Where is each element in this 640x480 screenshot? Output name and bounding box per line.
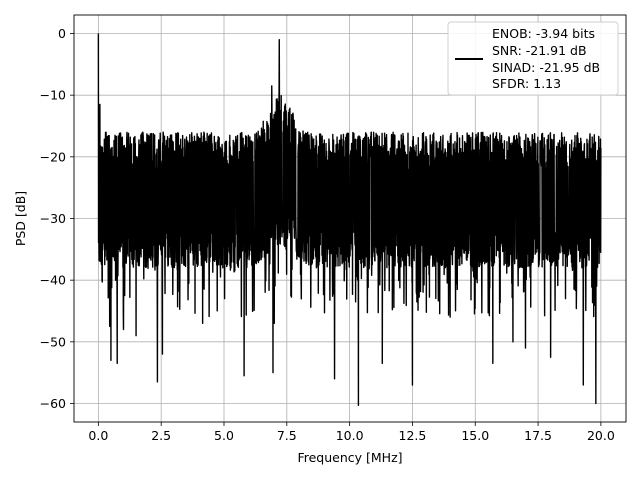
x-tick-label: 10.0 — [336, 428, 364, 443]
x-tick-label: 12.5 — [399, 428, 427, 443]
series-layer — [97, 33, 602, 407]
legend-sfdr: SFDR: 1.13 — [492, 76, 561, 91]
y-tick-label: −10 — [40, 88, 66, 103]
legend-enob: ENOB: -3.94 bits — [492, 26, 595, 41]
x-tick-label: 2.5 — [151, 428, 171, 443]
y-tick-label: 0 — [58, 26, 66, 41]
y-tick-label: −40 — [40, 273, 66, 288]
psd-series-line — [97, 33, 602, 407]
y-tick-label: −60 — [40, 396, 66, 411]
x-tick-label: 5.0 — [214, 428, 234, 443]
y-tick-label: −30 — [40, 211, 66, 226]
x-tick-label: 0.0 — [88, 428, 108, 443]
legend: ENOB: -3.94 bits SNR: -21.91 dB SINAD: -… — [447, 21, 619, 96]
x-axis-label: Frequency [MHz] — [297, 450, 402, 465]
legend-sinad: SINAD: -21.95 dB — [492, 60, 600, 75]
legend-box — [447, 21, 619, 96]
legend-snr: SNR: -21.91 dB — [492, 43, 587, 58]
x-tick-label: 15.0 — [461, 428, 489, 443]
y-axis: 0 −10 −20 −30 −40 −50 −60 — [40, 26, 74, 411]
x-tick-label: 7.5 — [277, 428, 297, 443]
y-axis-label: PSD [dB] — [13, 191, 28, 246]
x-tick-label: 20.0 — [587, 428, 615, 443]
x-axis: 0.0 2.5 5.0 7.5 10.0 12.5 15.0 17.5 20.0 — [88, 422, 615, 443]
y-tick-label: −50 — [40, 334, 66, 349]
y-tick-label: −20 — [40, 149, 66, 164]
x-tick-label: 17.5 — [524, 428, 552, 443]
